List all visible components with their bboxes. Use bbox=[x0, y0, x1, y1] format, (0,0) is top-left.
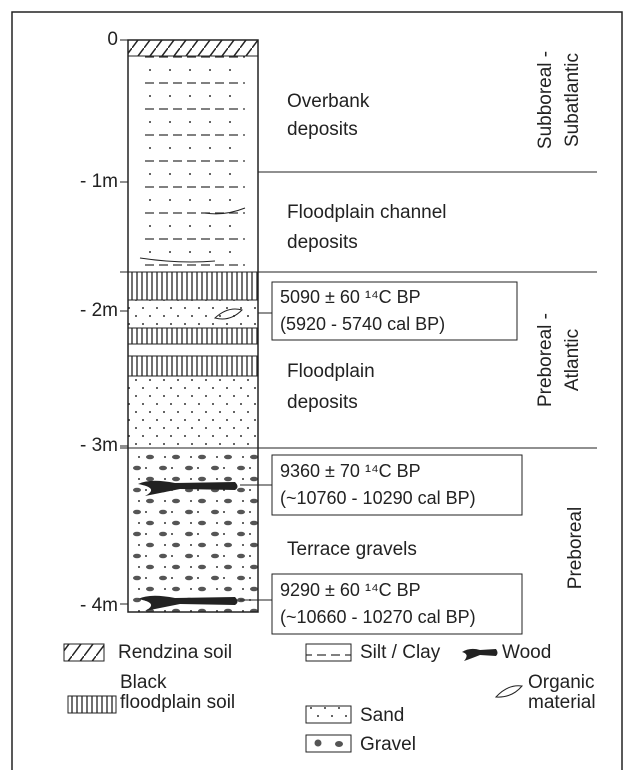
period-label: Preboreal - bbox=[535, 313, 556, 407]
unit-label: Terrace gravels bbox=[287, 539, 417, 560]
date-text: (~10660 - 10270 cal BP) bbox=[280, 607, 476, 627]
depth-axis: 0 - 1m - 2m - 3m - 4m bbox=[80, 29, 128, 616]
legend-label: Sand bbox=[360, 705, 404, 726]
legend: Rendzina soil Black floodplain soil Silt… bbox=[64, 642, 596, 755]
unit-label: deposits bbox=[287, 232, 358, 253]
unit-label: Floodplain bbox=[287, 361, 375, 382]
legend-label: Organic bbox=[528, 672, 595, 693]
date-text: 9360 ± 70 ¹⁴C BP bbox=[280, 461, 421, 481]
depth-label: - 4m bbox=[80, 595, 118, 616]
unit-label: Overbank bbox=[287, 91, 370, 112]
unit-label: deposits bbox=[287, 392, 358, 413]
legend-label: Black bbox=[120, 672, 167, 693]
period-label: Atlantic bbox=[562, 329, 583, 391]
legend-label: Wood bbox=[502, 642, 551, 663]
depth-label: - 1m bbox=[80, 171, 118, 192]
legend-label: Rendzina soil bbox=[118, 642, 232, 663]
column bbox=[128, 40, 258, 612]
depth-label: - 2m bbox=[80, 300, 118, 321]
legend-label: material bbox=[528, 692, 596, 713]
date-text: 5090 ± 60 ¹⁴C BP bbox=[280, 287, 421, 307]
unit-label: deposits bbox=[287, 119, 358, 140]
diagram: 0 - 1m - 2m - 3m - 4m Overbank deposits … bbox=[0, 0, 633, 770]
period-label: Preboreal bbox=[565, 507, 586, 589]
legend-label: floodplain soil bbox=[120, 692, 235, 713]
depth-label: - 3m bbox=[80, 435, 118, 456]
unit-label: Floodplain channel bbox=[287, 202, 447, 223]
legend-label: Silt / Clay bbox=[360, 642, 441, 663]
legend-label: Gravel bbox=[360, 734, 416, 755]
date-text: (5920 - 5740 cal BP) bbox=[280, 314, 445, 334]
depth-label: 0 bbox=[107, 29, 118, 50]
period-label: Subatlantic bbox=[562, 53, 583, 147]
date-text: 9290 ± 60 ¹⁴C BP bbox=[280, 580, 421, 600]
date-text: (~10760 - 10290 cal BP) bbox=[280, 488, 476, 508]
period-label: Subboreal - bbox=[535, 51, 556, 149]
